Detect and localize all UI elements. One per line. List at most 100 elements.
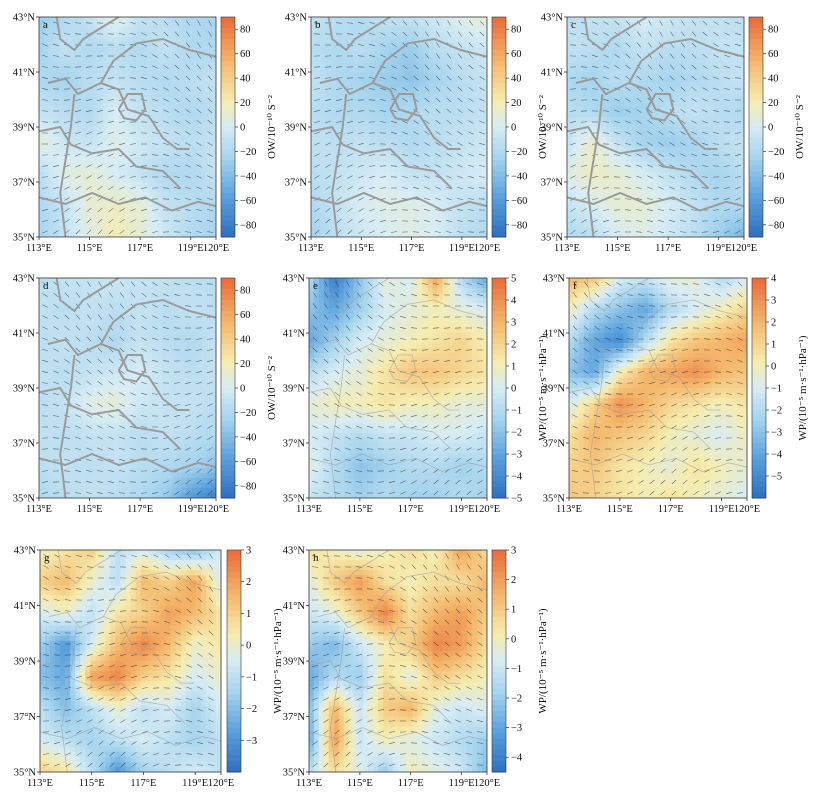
field-b: [311, 17, 487, 237]
colorbar-tick-label: 0: [511, 634, 516, 645]
colorbar-tick-label: 0: [240, 384, 245, 395]
lon-tick-label: 119°E: [178, 504, 204, 515]
lat-tick-label: 37°N: [541, 178, 564, 189]
lat-tick-label: 35°N: [13, 233, 36, 244]
lon-tick-label: 120°E: [203, 504, 229, 515]
colorbar-tick-label: 5: [511, 274, 516, 285]
panel-letter-f: f: [573, 280, 577, 292]
lat-tick-label: 43°N: [13, 274, 36, 285]
panel-d: d 113°E 115°E 117°E 119°E 120°E 43°N 41°N 39°N 37…: [13, 274, 278, 516]
lon-tick-label: 119°E: [449, 243, 475, 254]
colorbar-tick-label: −80: [240, 481, 256, 492]
colorbar-label: WP/(10⁻⁵ m·s⁻¹·hPa⁻¹): [797, 335, 809, 440]
colorbar-tick-label: −5: [771, 472, 782, 483]
lat-tick-label: 39°N: [13, 123, 36, 134]
colorbar-c: 80 60 40 20 0 −20 −40 −60 −80 OW/10⁻¹⁰ S⁻²: [748, 16, 806, 238]
colorbar-label: OW/10⁻¹⁰ S⁻²: [537, 94, 549, 159]
panel-letter-h: h: [313, 552, 319, 564]
colorbar-tick-label: −60: [768, 196, 784, 207]
colorbar-tick-label: 80: [511, 25, 522, 36]
panel-g: g 113°E 115°E 117°E 119°E 120°E 43°N 41°N 39°N 37…: [14, 546, 284, 790]
colorbar-tick-label: 20: [768, 98, 779, 109]
lon-tick-label: 120°E: [474, 243, 500, 254]
wind-vectors-g: [42, 553, 214, 768]
colorbar-tick-label: −20: [240, 408, 256, 419]
lon-tick-label: 119°E: [709, 504, 735, 515]
colorbar-tick-label: −80: [511, 220, 527, 231]
lat-tick-label: 39°N: [14, 657, 37, 668]
lat-tick-label: 41°N: [283, 601, 306, 612]
lat-tick-label: 35°N: [285, 233, 308, 244]
lat-tick-label: 41°N: [541, 68, 564, 79]
lon-tick-label: 113°E: [556, 504, 582, 515]
colorbar-label: OW/10⁻¹⁰ S⁻²: [794, 94, 806, 159]
colorbar-tick-label: 4: [771, 274, 777, 285]
lat-tick-label: 43°N: [285, 13, 308, 24]
colorbar-tick-label: 40: [240, 335, 251, 346]
colorbar-tick-label: −2: [246, 704, 257, 715]
lon-tick-label: 113°E: [27, 778, 53, 789]
lon-tick-label: 113°E: [26, 504, 52, 515]
lon-tick-label: 120°E: [474, 504, 500, 515]
lon-tick-label: 117°E: [130, 778, 156, 789]
colorbar-tick-label: 60: [240, 310, 251, 321]
colorbar-d: 80 60 40 20 0 −20 −40 −60 −80 OW/10⁻¹⁰ S⁻²: [220, 277, 278, 499]
lat-tick-label: 37°N: [285, 178, 308, 189]
lat-tick-label: 43°N: [13, 13, 36, 24]
colorbar-tick-label: −40: [240, 432, 256, 443]
colorbar-tick-label: −40: [240, 171, 256, 182]
lon-tick-label: 115°E: [79, 778, 105, 789]
colorbar-tick-label: 2: [511, 575, 516, 586]
colorbar-tick-label: 1: [511, 362, 516, 373]
lon-tick-label: 120°E: [203, 243, 229, 254]
colorbar-tick-label: 3: [511, 318, 516, 329]
lon-tick-label: 119°E: [449, 778, 475, 789]
panel-e: e 113°E 115°E 117°E 119°E 120°E 43°N 41°N 39°N 37…: [283, 274, 549, 516]
lat-tick-label: 37°N: [13, 439, 36, 450]
colorbar-tick-label: −20: [240, 147, 256, 158]
lat-tick-label: 37°N: [283, 439, 306, 450]
colorbar-e: 5 4 3 2 1 0 −1 −2 −3 −4 −5 WP/(10⁻⁵ m·s⁻¹·hPa⁻¹): [491, 274, 549, 505]
colorbar-tick-label: 60: [240, 49, 251, 60]
colorbar-tick-label: 0: [771, 362, 776, 373]
colorbar-tick-label: −4: [771, 450, 783, 461]
province-borders-h: [309, 550, 487, 772]
colorbar-tick-label: 80: [240, 286, 251, 297]
colorbar-tick-label: −3: [511, 450, 522, 461]
lat-tick-label: 43°N: [283, 274, 306, 285]
colorbar-b: 80 60 40 20 0 −20 −40 −60 −80 OW/10⁻¹⁰ S⁻²: [491, 16, 549, 238]
colorbar-tick-label: 1: [246, 609, 251, 620]
lon-tick-label: 120°E: [731, 243, 757, 254]
lat-tick-label: 41°N: [283, 329, 306, 340]
colorbar-tick-label: 2: [511, 340, 516, 351]
colorbar-tick-label: 80: [768, 25, 779, 36]
lon-tick-label: 117°E: [399, 243, 425, 254]
colorbar-label: WP/(10⁻⁵ m·s⁻¹·hPa⁻¹): [272, 608, 284, 713]
lon-tick-label: 115°E: [77, 243, 103, 254]
lat-tick-label: 43°N: [283, 546, 306, 557]
province-borders-g: [40, 550, 221, 772]
colorbar-tick-label: 60: [511, 49, 522, 60]
colorbar-tick-label: 0: [511, 384, 516, 395]
panel-h: h 113°E 115°E 117°E 119°E 120°E 43°N 41°N 39°N 37…: [283, 546, 549, 790]
panel-letter-e: e: [313, 280, 318, 292]
wind-vectors-h: [311, 553, 484, 768]
colorbar-label: WP/(10⁻⁵ m·s⁻¹·hPa⁻¹): [537, 608, 549, 713]
lat-tick-label: 43°N: [543, 274, 566, 285]
field-c: [567, 17, 744, 237]
lon-tick-label: 119°E: [182, 778, 208, 789]
lon-tick-label: 120°E: [474, 778, 500, 789]
lat-tick-label: 43°N: [14, 546, 37, 557]
lon-tick-label: 115°E: [77, 504, 103, 515]
lat-tick-label: 39°N: [13, 384, 36, 395]
lon-tick-label: 115°E: [347, 504, 373, 515]
colorbar-a: 80 60 40 20 0 −20 −40 −60 −80 OW/10⁻¹⁰ S⁻²: [220, 16, 278, 238]
panel-letter-a: a: [43, 19, 48, 31]
lon-tick-label: 113°E: [298, 243, 324, 254]
colorbar-tick-label: −1: [246, 672, 257, 683]
colorbar-tick-label: −80: [240, 220, 256, 231]
province-borders-d: [39, 278, 216, 498]
lat-tick-label: 41°N: [543, 329, 566, 340]
colorbar-tick-label: −3: [246, 736, 257, 747]
